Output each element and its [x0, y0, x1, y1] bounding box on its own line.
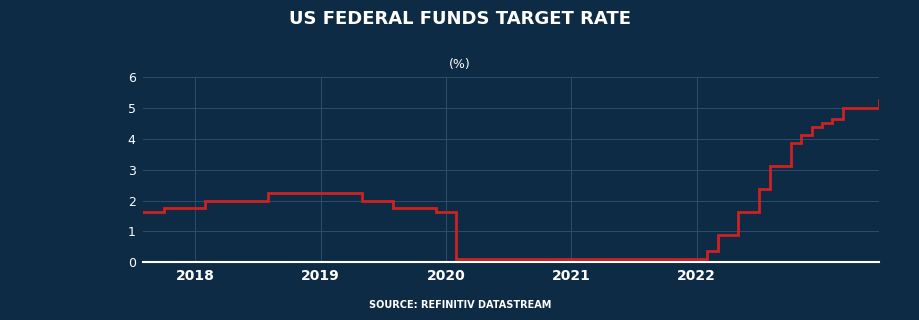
Text: (%): (%) — [448, 58, 471, 71]
Text: SOURCE: REFINITIV DATASTREAM: SOURCE: REFINITIV DATASTREAM — [369, 300, 550, 310]
Text: US FEDERAL FUNDS TARGET RATE: US FEDERAL FUNDS TARGET RATE — [289, 10, 630, 28]
